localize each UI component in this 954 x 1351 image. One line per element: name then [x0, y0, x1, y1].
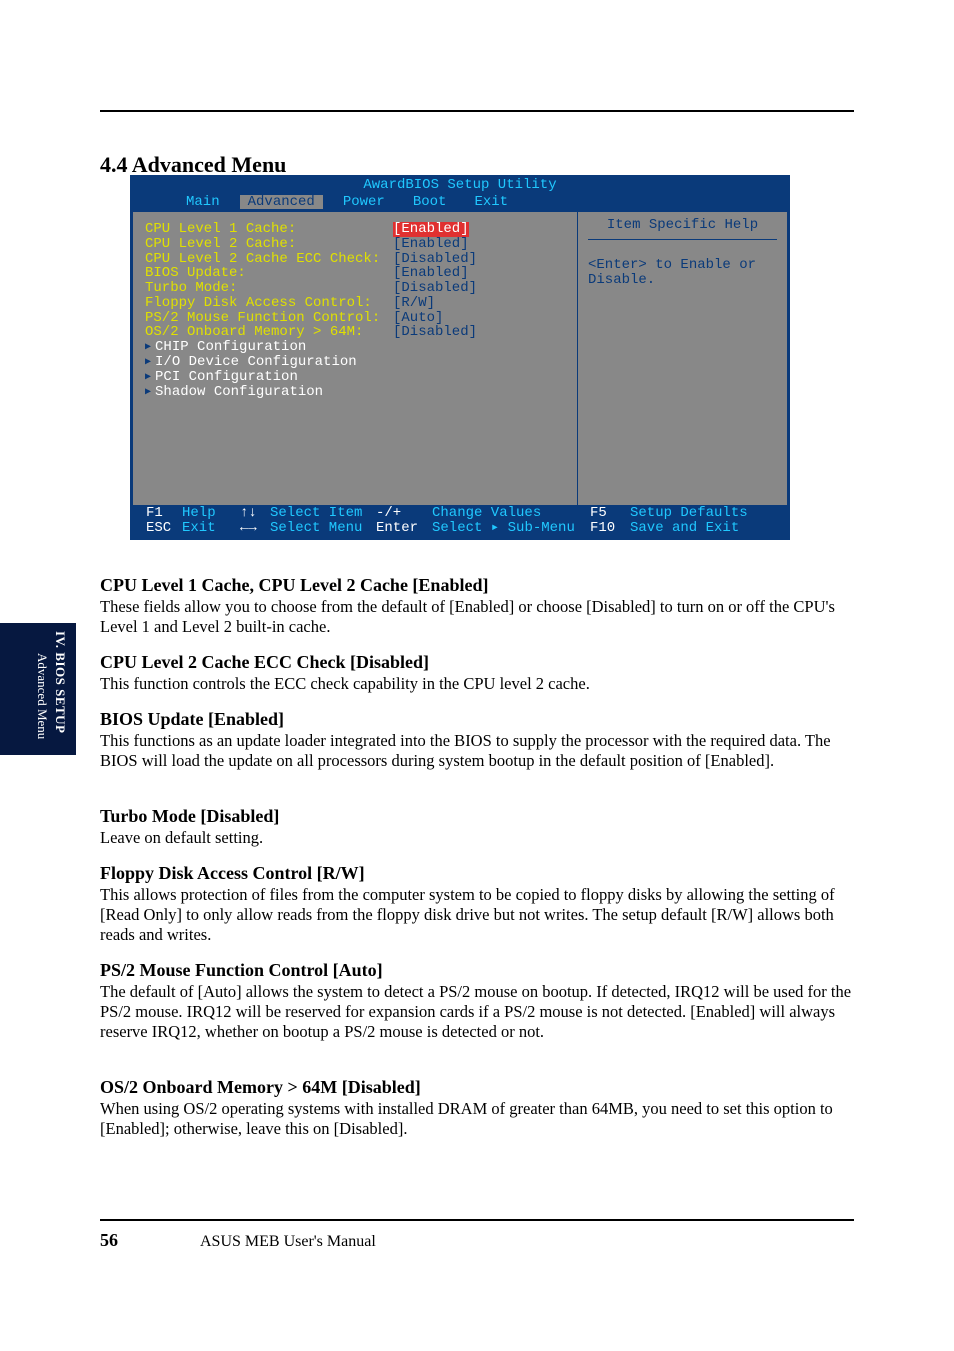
side-tab: IV. BIOS SETUP Advanced Menu	[0, 623, 76, 755]
footer-key: Enter	[376, 521, 432, 536]
para-heading: CPU Level 1 Cache, CPU Level 2 Cache [En…	[100, 575, 488, 596]
setting-value[interactable]: [R/W]	[393, 296, 435, 311]
setting-value[interactable]: [Disabled]	[393, 325, 477, 340]
submenu-label: CHIP Configuration	[155, 340, 306, 355]
footer-label: Change Values	[432, 506, 590, 521]
section-heading: 4.4 Advanced Menu	[100, 152, 286, 178]
footer-label: Save and Exit	[630, 521, 739, 536]
para-text: Leave on default setting.	[100, 828, 854, 848]
setting-row[interactable]: Turbo Mode: [Disabled]	[145, 281, 565, 296]
footer-key: ESC	[146, 521, 182, 536]
footer-key: F10	[590, 521, 630, 536]
side-tab-line2: Advanced Menu	[34, 653, 50, 739]
setting-value[interactable]: [Auto]	[393, 311, 443, 326]
para-heading: CPU Level 2 Cache ECC Check [Disabled]	[100, 652, 429, 673]
footer-label: Help	[182, 506, 240, 521]
setting-label: Floppy Disk Access Control:	[145, 296, 393, 311]
setting-value[interactable]: [Enabled]	[393, 266, 469, 281]
para-heading: Turbo Mode [Disabled]	[100, 806, 279, 827]
para-heading: Floppy Disk Access Control [R/W]	[100, 863, 365, 884]
bios-tabs: Main Advanced Power Boot Exit	[132, 195, 788, 211]
footer-label: Exit	[182, 521, 240, 536]
para-text: This functions as an update loader integ…	[100, 731, 854, 771]
footer-label: Select ▸ Sub-Menu	[432, 521, 590, 536]
setting-value[interactable]: [Disabled]	[393, 281, 477, 296]
para-text: This allows protection of files from the…	[100, 885, 854, 944]
setting-label: CPU Level 2 Cache ECC Check:	[145, 252, 393, 267]
para-heading: OS/2 Onboard Memory > 64M [Disabled]	[100, 1077, 421, 1098]
setting-row[interactable]: CPU Level 2 Cache ECC Check: [Disabled]	[145, 252, 565, 267]
setting-value[interactable]: [Enabled]	[393, 237, 469, 252]
bios-window: AwardBIOS Setup Utility Main Advanced Po…	[130, 175, 790, 540]
side-tab-line1: IV. BIOS SETUP	[52, 631, 68, 734]
para-text: When using OS/2 operating systems with i…	[100, 1099, 854, 1139]
submenu-row[interactable]: ▶ CHIP Configuration	[145, 340, 565, 355]
footer-key: F1	[146, 506, 182, 521]
submenu-arrow-icon: ▶	[145, 370, 151, 385]
submenu-row[interactable]: ▶ PCI Configuration	[145, 370, 565, 385]
help-title: Item Specific Help	[588, 218, 777, 240]
para-heading: PS/2 Mouse Function Control [Auto]	[100, 960, 383, 981]
submenu-row[interactable]: ▶ Shadow Configuration	[145, 385, 565, 400]
submenu-row[interactable]: ▶ I/O Device Configuration	[145, 355, 565, 370]
setting-label: Turbo Mode:	[145, 281, 393, 296]
tab-main[interactable]: Main	[172, 195, 234, 210]
submenu-label: Shadow Configuration	[155, 385, 323, 400]
submenu-arrow-icon: ▶	[145, 355, 151, 370]
footer-rule	[100, 1219, 854, 1221]
setting-row[interactable]: CPU Level 2 Cache: [Enabled]	[145, 237, 565, 252]
bios-title: AwardBIOS Setup Utility	[132, 177, 788, 195]
para-heading: BIOS Update [Enabled]	[100, 709, 284, 730]
footer-text: ASUS MEB User's Manual	[200, 1233, 376, 1251]
footer-label: Select Item	[270, 506, 376, 521]
tab-boot[interactable]: Boot	[399, 195, 461, 210]
setting-value[interactable]: [Disabled]	[393, 252, 477, 267]
setting-label: PS/2 Mouse Function Control:	[145, 311, 393, 326]
page-number: 56	[100, 1230, 118, 1251]
footer-key: ↑↓	[240, 506, 270, 521]
footer-key: F5	[590, 506, 630, 521]
footer-label: Select Menu	[270, 521, 376, 536]
tab-exit[interactable]: Exit	[460, 195, 522, 210]
submenu-label: I/O Device Configuration	[155, 355, 357, 370]
bios-settings-panel: CPU Level 1 Cache: [Enabled] CPU Level 2…	[132, 211, 578, 506]
submenu-arrow-icon: ▶	[145, 385, 151, 400]
tab-power[interactable]: Power	[329, 195, 399, 210]
setting-row[interactable]: Floppy Disk Access Control: [R/W]	[145, 296, 565, 311]
setting-label: CPU Level 1 Cache:	[145, 222, 393, 237]
setting-label: OS/2 Onboard Memory > 64M:	[145, 325, 393, 340]
para-text: The default of [Auto] allows the system …	[100, 982, 854, 1041]
tab-advanced[interactable]: Advanced	[240, 195, 323, 210]
bios-footer: F1 Help ↑↓ Select Item -/+ Change Values…	[132, 506, 788, 537]
setting-row[interactable]: CPU Level 1 Cache: [Enabled]	[145, 222, 565, 237]
setting-row[interactable]: PS/2 Mouse Function Control: [Auto]	[145, 311, 565, 326]
setting-label: CPU Level 2 Cache:	[145, 237, 393, 252]
submenu-arrow-icon: ▶	[145, 340, 151, 355]
setting-label: BIOS Update:	[145, 266, 393, 281]
submenu-label: PCI Configuration	[155, 370, 298, 385]
para-text: This function controls the ECC check cap…	[100, 674, 854, 694]
bios-help-panel: Item Specific Help <Enter> to Enable or …	[578, 211, 788, 506]
footer-key: -/+	[376, 506, 432, 521]
setting-value[interactable]: [Enabled]	[393, 222, 469, 237]
para-text: These fields allow you to choose from th…	[100, 597, 854, 637]
footer-label: Setup Defaults	[630, 506, 748, 521]
footer-key: ←→	[240, 521, 270, 536]
help-text: <Enter> to Enable or Disable.	[588, 258, 777, 287]
setting-row[interactable]: BIOS Update: [Enabled]	[145, 266, 565, 281]
setting-row[interactable]: OS/2 Onboard Memory > 64M: [Disabled]	[145, 325, 565, 340]
header-rule	[100, 110, 854, 112]
